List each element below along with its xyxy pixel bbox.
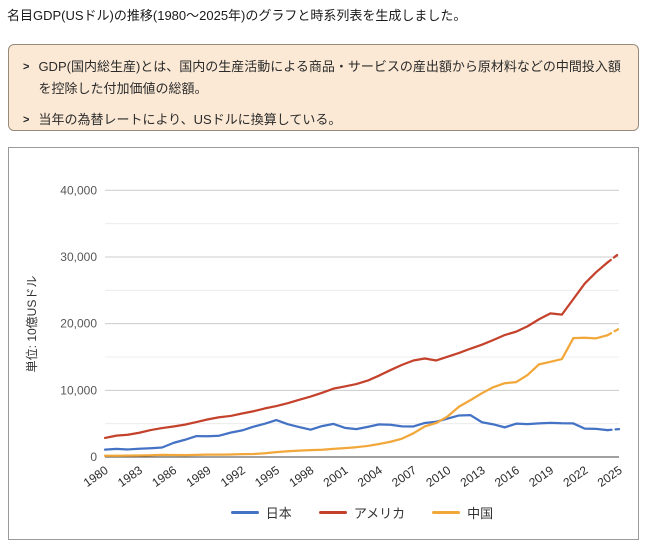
x-tick-label: 2010 bbox=[423, 463, 453, 490]
x-tick-label: 2019 bbox=[526, 463, 556, 490]
x-tick-label: 1998 bbox=[286, 463, 316, 490]
x-axis-tick-labels: 1980 1983 1986 1989 1992 1995 1998 2001 2004 2007… bbox=[81, 463, 625, 490]
legend-label: アメリカ bbox=[353, 506, 406, 521]
x-tick-label: 2013 bbox=[458, 463, 488, 490]
note-box: > GDP(国内総生産)とは、国内の生産活動による商品・サービスの産出額から原材… bbox=[8, 44, 639, 131]
x-tick-label: 1980 bbox=[81, 463, 111, 490]
y-axis-title: 単位: 10億USドル bbox=[24, 276, 39, 373]
chevron-bullet-icon: > bbox=[23, 61, 30, 73]
legend-item-japan: 日本 bbox=[230, 503, 292, 522]
x-tick-label: 2016 bbox=[492, 463, 522, 490]
x-tick-label: 1995 bbox=[252, 463, 282, 490]
x-tick-label: 1989 bbox=[184, 463, 214, 490]
y-tick-label: 30,000 bbox=[60, 250, 97, 264]
note-item: > 当年の為替レートにより、USドルに換算している。 bbox=[23, 109, 624, 131]
chart-legend: 日本 アメリカ 中国 bbox=[105, 503, 619, 522]
y-tick-label: 10,000 bbox=[60, 383, 97, 397]
note-item: > GDP(国内総生産)とは、国内の生産活動による商品・サービスの産出額から原材… bbox=[23, 56, 624, 100]
gdp-chart-card: 0 10,000 20,000 30,000 40,000 1980 1983 1986 19… bbox=[8, 147, 639, 540]
chevron-bullet-icon: > bbox=[23, 114, 30, 126]
x-tick-label: 1992 bbox=[218, 463, 248, 490]
legend-label: 日本 bbox=[265, 506, 292, 521]
legend-swatch-japan bbox=[230, 511, 259, 514]
note-item-text: 当年の為替レートにより、USドルに換算している。 bbox=[38, 112, 342, 127]
page-title: 名目GDP(USドル)の推移(1980〜2025年)のグラフと時系列表を生成しま… bbox=[7, 8, 467, 23]
note-item-text: GDP(国内総生産)とは、国内の生産活動による商品・サービスの産出額から原材料な… bbox=[38, 59, 621, 96]
series-line-china bbox=[103, 334, 609, 457]
y-axis-tick-labels: 0 10,000 20,000 30,000 40,000 bbox=[60, 183, 97, 464]
x-tick-label: 2007 bbox=[389, 463, 419, 490]
y-tick-label: 20,000 bbox=[60, 317, 97, 331]
series-line-usa bbox=[103, 261, 609, 440]
x-tick-label: 2001 bbox=[321, 463, 351, 490]
y-tick-label: 0 bbox=[90, 450, 97, 464]
series-lines bbox=[103, 252, 621, 457]
series-line-projected-china bbox=[606, 327, 621, 337]
legend-swatch-china bbox=[432, 511, 461, 514]
series-line-japan bbox=[103, 414, 609, 451]
x-tick-label: 2025 bbox=[595, 463, 625, 490]
legend-item-usa: アメリカ bbox=[318, 503, 406, 522]
x-tick-label: 2022 bbox=[561, 463, 591, 490]
x-tick-label: 1986 bbox=[149, 463, 179, 490]
legend-label: 中国 bbox=[467, 506, 494, 521]
x-tick-label: 2004 bbox=[355, 463, 385, 490]
legend-swatch-usa bbox=[318, 511, 347, 514]
x-tick-label: 1983 bbox=[115, 463, 145, 490]
y-tick-label: 40,000 bbox=[60, 183, 97, 197]
series-line-projected-usa bbox=[606, 252, 621, 264]
legend-item-china: 中国 bbox=[432, 503, 493, 522]
series-line-projected-japan bbox=[606, 427, 621, 432]
